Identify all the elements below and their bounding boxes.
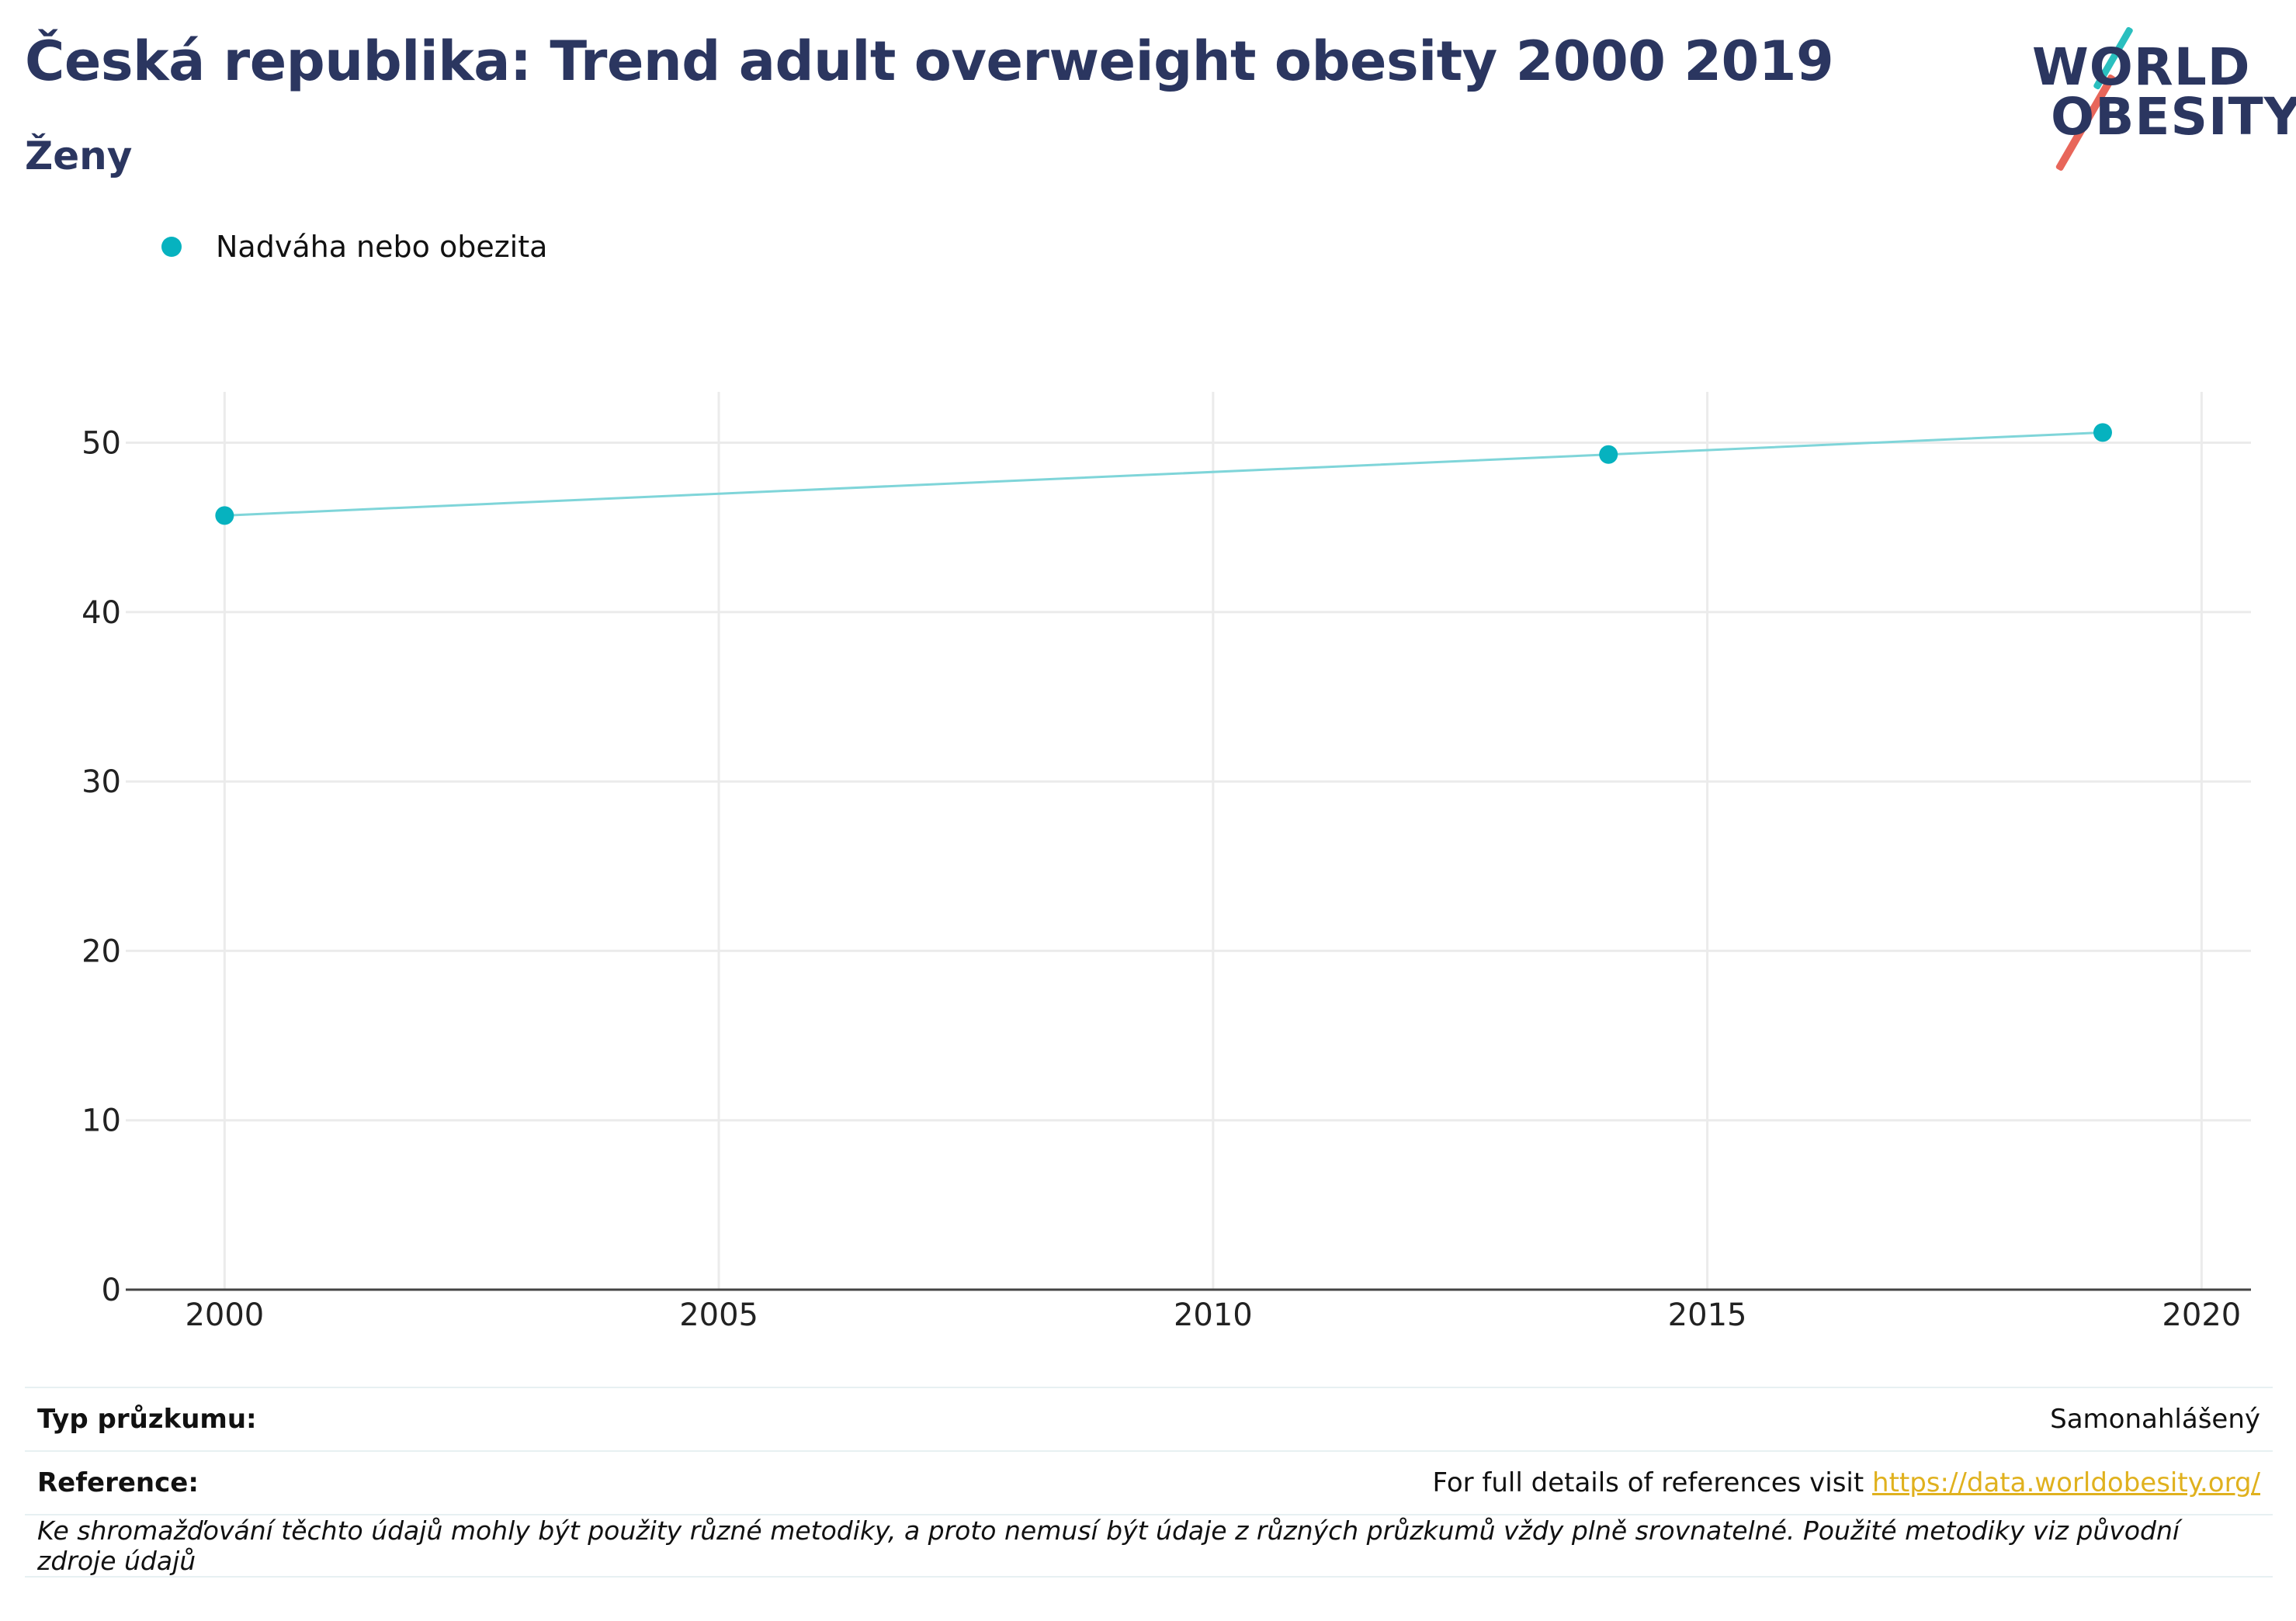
x-tick-label: 2000: [185, 1297, 264, 1333]
y-tick-label: 40: [82, 595, 121, 631]
reference-row: Reference: For full details of reference…: [25, 1450, 2273, 1514]
data-point: [1599, 445, 1618, 464]
chart-title: Česká republika: Trend adult overweight …: [25, 29, 1834, 93]
legend-marker: [161, 237, 182, 257]
chart-subtitle: Ženy: [25, 133, 133, 178]
legend[interactable]: Nadváha nebo obezita: [161, 230, 547, 264]
x-tick-label: 2015: [1668, 1297, 1747, 1333]
reference-value: For full details of references visit htt…: [1432, 1467, 2260, 1498]
y-tick-label: 20: [82, 933, 121, 969]
x-tick-label: 2005: [679, 1297, 758, 1333]
data-point: [2093, 423, 2112, 442]
reference-label: Reference:: [37, 1467, 199, 1498]
reference-link[interactable]: https://data.worldobesity.org/: [1872, 1467, 2260, 1498]
world-obesity-logo: WORLD OBESITY: [2018, 23, 2296, 172]
logo-text-obesity: OBESITY: [2051, 87, 2296, 147]
series-line: [224, 431, 2104, 517]
survey-type-row: Typ průzkumu: Samonahlášený: [25, 1387, 2273, 1450]
survey-type-value: Samonahlášený: [2050, 1404, 2260, 1435]
line-chart: 2000 2005 2010 2015 2020 0 10 20 30 40 50: [82, 392, 2251, 1333]
x-tick-label: 2010: [1174, 1297, 1253, 1333]
x-tick-label: 2020: [2162, 1297, 2241, 1333]
series-layer: [215, 423, 2112, 525]
grid: [126, 392, 2251, 1290]
y-tick-label: 0: [102, 1273, 121, 1308]
y-tick-label: 50: [82, 425, 121, 461]
methodology-note-row: Ke shromažďování těchto údajů mohly být …: [25, 1514, 2273, 1578]
y-tick-label: 10: [82, 1103, 121, 1139]
legend-label: Nadváha nebo obezita: [216, 230, 548, 264]
y-tick-label: 30: [82, 764, 121, 800]
logo-text-world: WORLD: [2032, 37, 2251, 97]
axes: 2000 2005 2010 2015 2020 0 10 20 30 40 50: [82, 425, 2251, 1333]
methodology-note: Ke shromažďování těchto údajů mohly být …: [37, 1515, 2180, 1576]
data-point: [215, 506, 234, 525]
survey-type-label: Typ průzkumu:: [37, 1404, 257, 1435]
reference-text: For full details of references visit: [1432, 1467, 1873, 1498]
